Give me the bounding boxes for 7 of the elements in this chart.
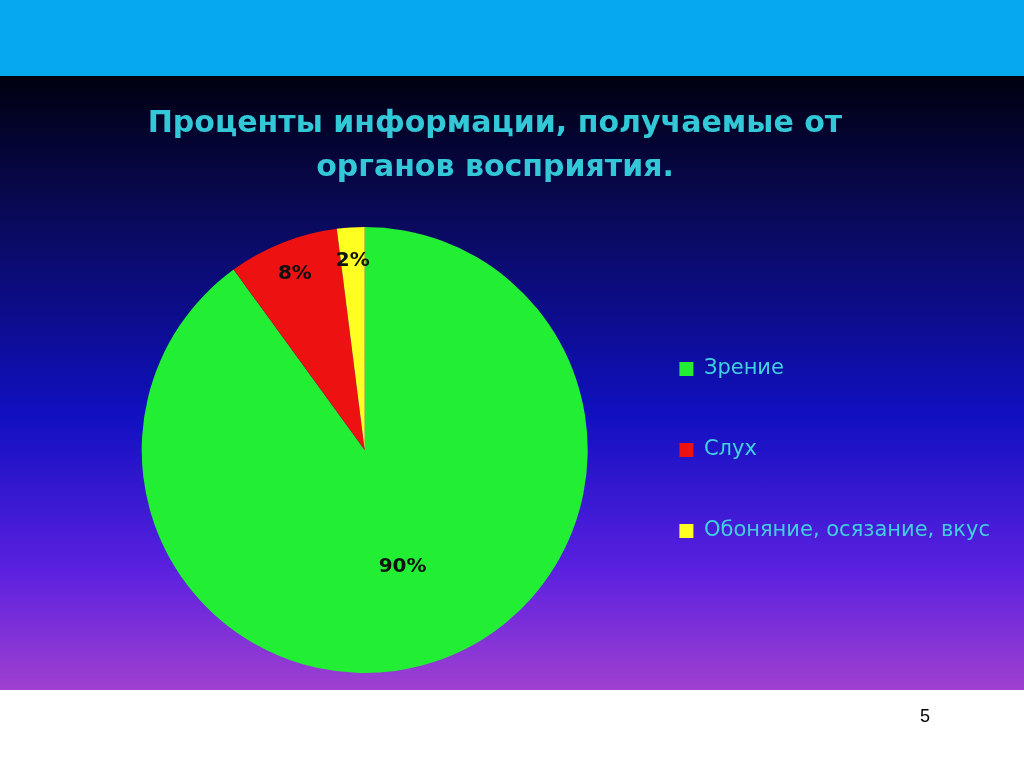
data-label: 8% [277, 259, 312, 284]
legend-label: Зрение [703, 355, 784, 380]
data-label: 90% [378, 552, 427, 577]
chart-title: Проценты информации, получаемые от органов восприятия. [146, 103, 844, 185]
legend-label: Слух [703, 436, 757, 461]
legend-label: Обоняние, осязание, вкус [703, 517, 991, 542]
text: 5 [920, 706, 931, 727]
